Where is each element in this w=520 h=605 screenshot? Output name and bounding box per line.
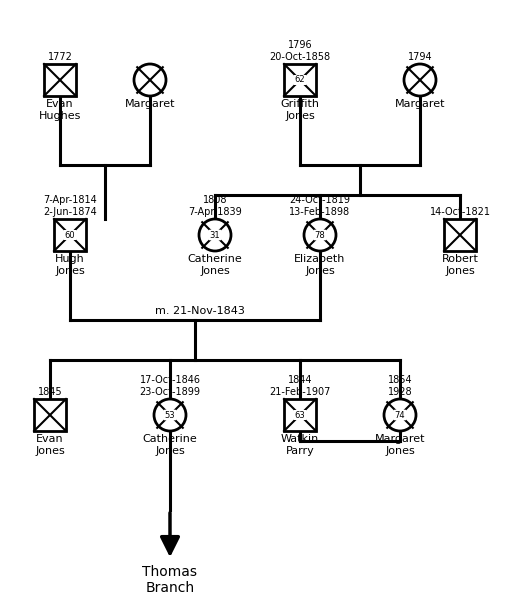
Text: Margaret: Margaret xyxy=(125,99,175,109)
Text: 62: 62 xyxy=(295,76,305,85)
Text: 1808
7-Apr-1839: 1808 7-Apr-1839 xyxy=(188,195,242,217)
Text: Robert
Jones: Robert Jones xyxy=(441,254,478,276)
Text: Catherine
Jones: Catherine Jones xyxy=(188,254,242,276)
Bar xyxy=(44,64,76,96)
Text: 1796
20-Oct-1858: 1796 20-Oct-1858 xyxy=(269,41,331,62)
Bar xyxy=(284,64,316,96)
Text: Elizabeth
Jones: Elizabeth Jones xyxy=(294,254,346,276)
Text: 74: 74 xyxy=(395,411,405,419)
Text: Margaret: Margaret xyxy=(395,99,445,109)
Circle shape xyxy=(154,399,186,431)
Text: 78: 78 xyxy=(315,231,326,240)
Text: Catherine
Jones: Catherine Jones xyxy=(142,434,198,456)
Bar xyxy=(54,219,86,251)
Text: 17-Oct-1846
23-Oct-1899: 17-Oct-1846 23-Oct-1899 xyxy=(139,375,201,397)
Text: Watkin
Parry: Watkin Parry xyxy=(281,434,319,456)
Circle shape xyxy=(199,219,231,251)
Text: 1854
1928: 1854 1928 xyxy=(388,375,412,397)
Text: 31: 31 xyxy=(210,231,220,240)
Text: Griffith
Jones: Griffith Jones xyxy=(280,99,319,120)
Circle shape xyxy=(304,219,336,251)
Text: 1845: 1845 xyxy=(37,387,62,397)
Text: 1772: 1772 xyxy=(47,52,72,62)
Text: Evan
Jones: Evan Jones xyxy=(35,434,65,456)
Text: Hugh
Jones: Hugh Jones xyxy=(55,254,85,276)
Bar xyxy=(444,219,476,251)
Text: 7-Apr-1814
2-Jun-1874: 7-Apr-1814 2-Jun-1874 xyxy=(43,195,97,217)
Text: 1794: 1794 xyxy=(408,52,432,62)
Text: 24-Oct-1819
13-Feb-1898: 24-Oct-1819 13-Feb-1898 xyxy=(290,195,350,217)
Text: Evan
Hughes: Evan Hughes xyxy=(39,99,81,120)
Text: Thomas
Branch: Thomas Branch xyxy=(142,565,198,595)
Circle shape xyxy=(404,64,436,96)
Text: Margaret
Jones: Margaret Jones xyxy=(375,434,425,456)
Text: 63: 63 xyxy=(295,411,305,419)
Circle shape xyxy=(384,399,416,431)
Circle shape xyxy=(134,64,166,96)
Bar xyxy=(284,399,316,431)
Text: 14-Oct-1821: 14-Oct-1821 xyxy=(430,207,490,217)
Text: 1844
21-Feb-1907: 1844 21-Feb-1907 xyxy=(269,375,331,397)
Text: 53: 53 xyxy=(165,411,175,419)
Text: m. 21-Nov-1843: m. 21-Nov-1843 xyxy=(155,306,245,316)
Text: 60: 60 xyxy=(64,231,75,240)
Bar xyxy=(34,399,66,431)
